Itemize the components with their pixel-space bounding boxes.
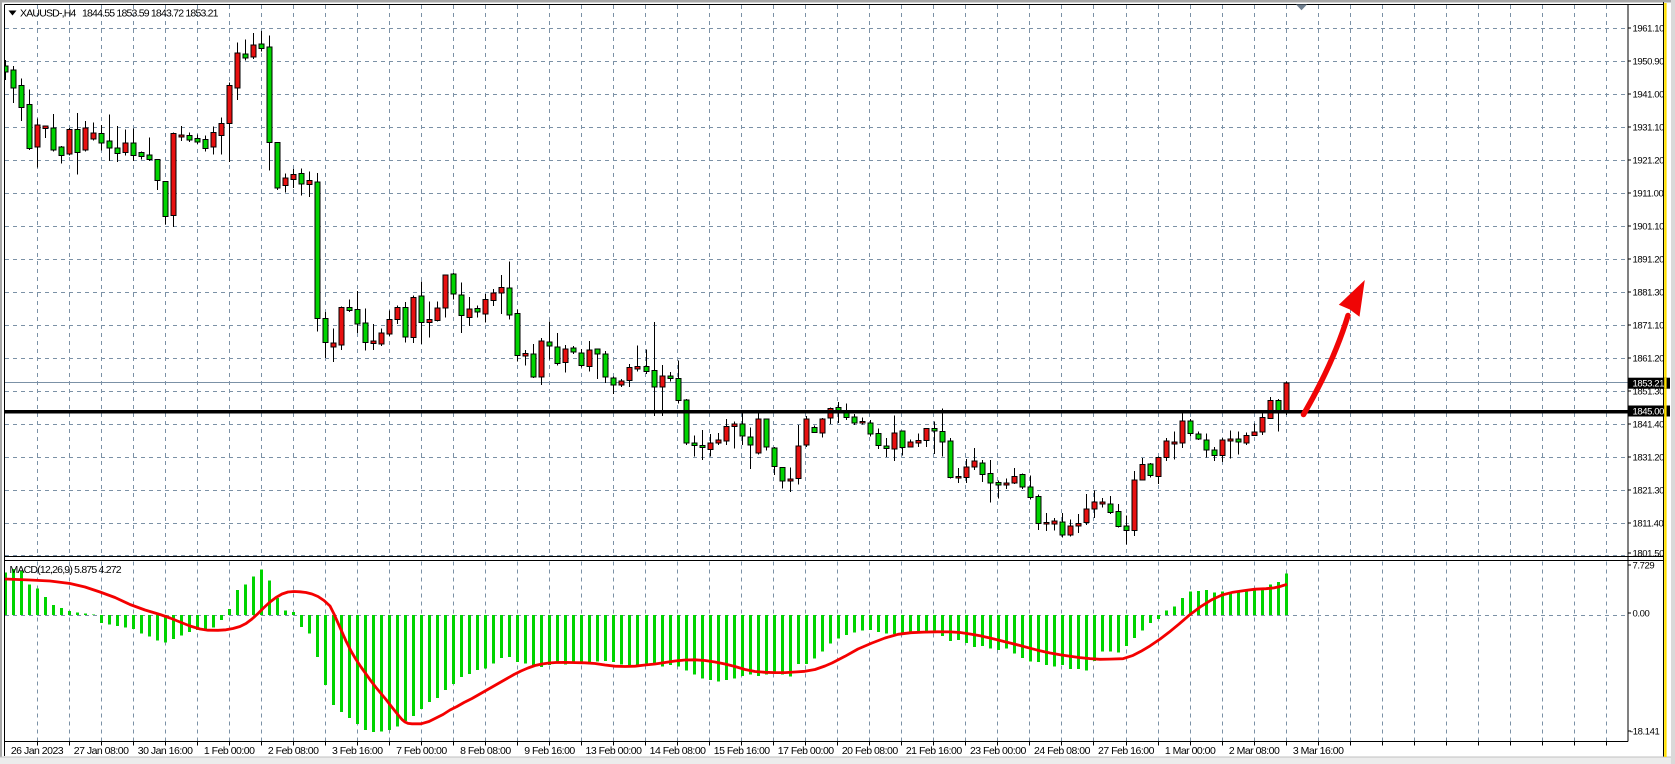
svg-text:2 Mar 08:00: 2 Mar 08:00	[1229, 745, 1280, 757]
svg-text:27 Jan 08:00: 27 Jan 08:00	[74, 745, 129, 757]
svg-text:20 Feb 08:00: 20 Feb 08:00	[842, 745, 899, 757]
svg-text:9 Feb 16:00: 9 Feb 16:00	[524, 745, 575, 757]
svg-text:1921.20: 1921.20	[1633, 155, 1665, 166]
svg-text:3 Feb 16:00: 3 Feb 16:00	[332, 745, 383, 757]
svg-text:21 Feb 16:00: 21 Feb 16:00	[906, 745, 963, 757]
svg-text:30 Jan 16:00: 30 Jan 16:00	[138, 745, 193, 757]
svg-text:1961.10: 1961.10	[1633, 24, 1665, 35]
svg-text:7 Feb 00:00: 7 Feb 00:00	[396, 745, 447, 757]
svg-text:1871.10: 1871.10	[1633, 320, 1665, 331]
svg-text:3 Mar 16:00: 3 Mar 16:00	[1293, 745, 1344, 757]
svg-text:15 Feb 16:00: 15 Feb 16:00	[714, 745, 771, 757]
svg-text:13 Feb 00:00: 13 Feb 00:00	[586, 745, 643, 757]
svg-text:1950.90: 1950.90	[1633, 57, 1665, 68]
svg-text:1 Feb 00:00: 1 Feb 00:00	[204, 745, 255, 757]
svg-text:26 Jan 2023: 26 Jan 2023	[11, 745, 64, 757]
svg-text:1881.30: 1881.30	[1633, 287, 1665, 298]
svg-text:2 Feb 08:00: 2 Feb 08:00	[268, 745, 319, 757]
svg-text:0.00: 0.00	[1633, 608, 1650, 619]
svg-text:1891.20: 1891.20	[1633, 254, 1665, 265]
svg-text:1901.10: 1901.10	[1633, 221, 1665, 232]
svg-text:1853.21: 1853.21	[1633, 379, 1665, 390]
svg-text:8 Feb 08:00: 8 Feb 08:00	[460, 745, 511, 757]
svg-text:7.729: 7.729	[1633, 560, 1655, 571]
svg-text:1811.40: 1811.40	[1633, 518, 1664, 529]
svg-text:27 Feb 16:00: 27 Feb 16:00	[1098, 745, 1155, 757]
svg-text:1941.00: 1941.00	[1633, 89, 1665, 100]
svg-text:-18.141: -18.141	[1630, 727, 1660, 738]
svg-text:17 Feb 00:00: 17 Feb 00:00	[778, 745, 835, 757]
svg-text:1851.30: 1851.30	[1633, 386, 1665, 397]
svg-text:XAUUSD-,H4 1844.55 1853.59 1: XAUUSD-,H4 1844.55 1853.59 1843.72 1853.…	[20, 8, 219, 20]
svg-text:1911.00: 1911.00	[1633, 188, 1664, 199]
svg-text:MACD(12,26,9) 5.875 4.272: MACD(12,26,9) 5.875 4.272	[10, 564, 122, 576]
svg-text:24 Feb 08:00: 24 Feb 08:00	[1034, 745, 1091, 757]
svg-text:1821.30: 1821.30	[1633, 485, 1665, 496]
svg-text:1831.20: 1831.20	[1633, 452, 1665, 463]
svg-text:1931.10: 1931.10	[1633, 122, 1665, 133]
svg-text:1841.40: 1841.40	[1633, 419, 1665, 430]
svg-text:1 Mar 00:00: 1 Mar 00:00	[1165, 745, 1216, 757]
svg-text:1801.50: 1801.50	[1633, 548, 1665, 559]
svg-text:1845.00: 1845.00	[1633, 406, 1665, 417]
svg-text:14 Feb 08:00: 14 Feb 08:00	[650, 745, 707, 757]
svg-text:23 Feb 00:00: 23 Feb 00:00	[970, 745, 1027, 757]
svg-text:1861.20: 1861.20	[1633, 353, 1665, 364]
